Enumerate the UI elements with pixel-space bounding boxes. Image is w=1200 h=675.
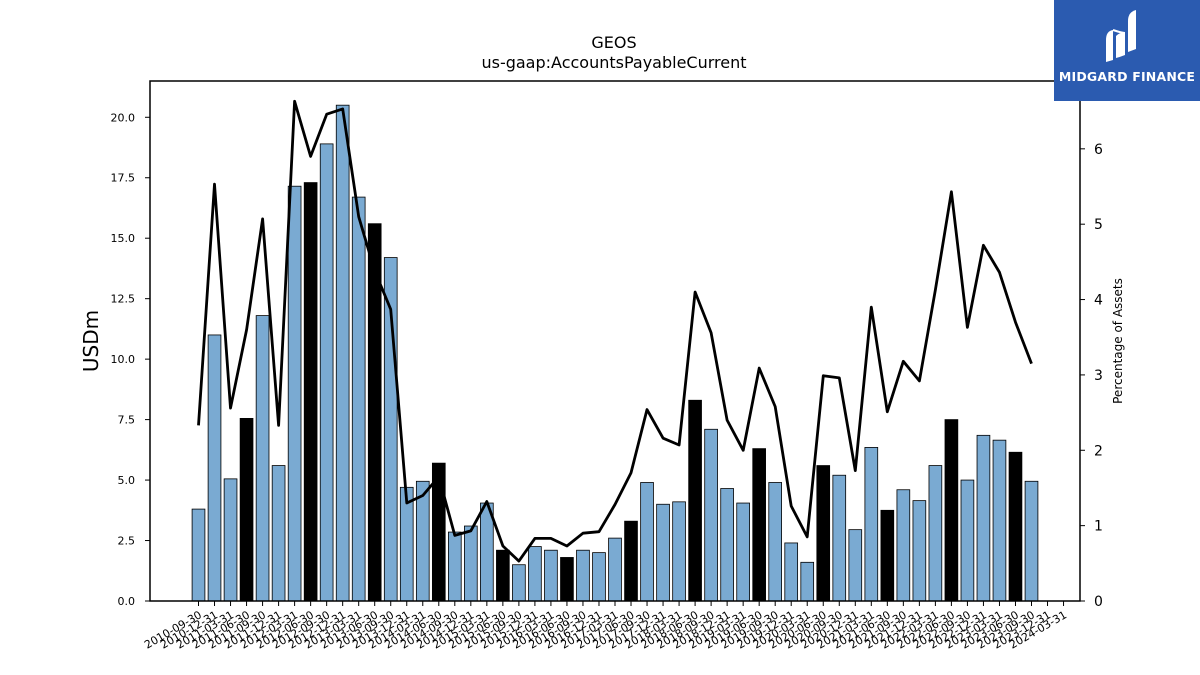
y-tick-label: 0.0	[118, 595, 136, 608]
bar	[816, 465, 831, 602]
bar	[800, 561, 815, 602]
bar	[1024, 480, 1039, 602]
axes-layer: 0.02.55.07.510.012.515.017.520.001234562…	[111, 80, 1103, 652]
y-axis-label: USDm	[79, 310, 103, 372]
y-tick-label: 17.5	[111, 172, 136, 185]
bar	[207, 334, 222, 602]
bar	[351, 196, 366, 602]
y2-axis-label: Percentage of Assets	[1111, 278, 1125, 404]
bar	[255, 315, 270, 602]
logo-text: MIDGARD FINANCE	[1058, 69, 1196, 84]
y-tick-label: 5.0	[118, 474, 136, 487]
y-tick-label: 12.5	[111, 293, 136, 306]
y2-tick-label: 4	[1094, 293, 1103, 309]
bar	[928, 465, 943, 602]
bar	[624, 520, 638, 602]
bar	[303, 182, 318, 602]
y2-tick-label: 5	[1094, 217, 1103, 233]
bar	[832, 474, 847, 602]
logo-mark-icon	[1106, 10, 1136, 62]
bar	[576, 549, 590, 602]
bar	[912, 500, 927, 602]
y2-tick-label: 3	[1094, 368, 1103, 384]
bar	[512, 564, 526, 602]
bar	[191, 508, 206, 602]
bar	[688, 399, 702, 602]
y2-tick-label: 0	[1094, 594, 1103, 610]
bar	[335, 104, 350, 602]
bar	[271, 465, 286, 602]
bar	[752, 448, 766, 602]
y2-tick-label: 1	[1094, 519, 1103, 535]
bar	[864, 447, 879, 602]
bar	[704, 428, 718, 602]
bar	[287, 185, 302, 602]
y-tick-label: 20.0	[111, 111, 136, 124]
line-layer	[197, 99, 1033, 563]
bar	[656, 503, 670, 602]
bar	[960, 479, 975, 602]
bar	[896, 489, 911, 602]
bar	[415, 480, 430, 602]
y-tick-label: 2.5	[118, 535, 136, 548]
bar	[736, 502, 750, 602]
bar	[560, 557, 574, 602]
bar	[608, 537, 622, 602]
bar	[848, 529, 863, 602]
bar	[880, 509, 895, 602]
bar	[992, 439, 1007, 602]
y-tick-label: 7.5	[118, 414, 136, 427]
bar	[319, 143, 334, 602]
bar	[223, 478, 238, 602]
bar	[1008, 451, 1023, 602]
bars-layer	[191, 104, 1039, 602]
y-tick-label: 15.0	[111, 232, 136, 245]
bar	[784, 542, 799, 602]
chart-subtitle: us-gaap:AccountsPayableCurrent	[481, 53, 746, 72]
bar	[528, 546, 542, 602]
bar	[720, 488, 734, 602]
y2-tick-label: 6	[1094, 142, 1103, 158]
bar	[496, 549, 510, 602]
chart-title: GEOS	[591, 33, 636, 52]
bar	[592, 552, 606, 602]
bar	[640, 482, 654, 602]
bar	[239, 417, 254, 602]
bar	[944, 419, 959, 602]
bar	[544, 549, 558, 602]
y-tick-label: 10.0	[111, 353, 136, 366]
bar	[768, 482, 782, 602]
bar	[447, 531, 462, 602]
bar	[464, 525, 478, 602]
bar	[976, 434, 991, 602]
bar	[672, 501, 686, 602]
midgard-finance-logo: MIDGARD FINANCE	[1054, 0, 1200, 101]
percentage-line	[197, 99, 1033, 563]
y2-tick-label: 2	[1094, 443, 1103, 459]
